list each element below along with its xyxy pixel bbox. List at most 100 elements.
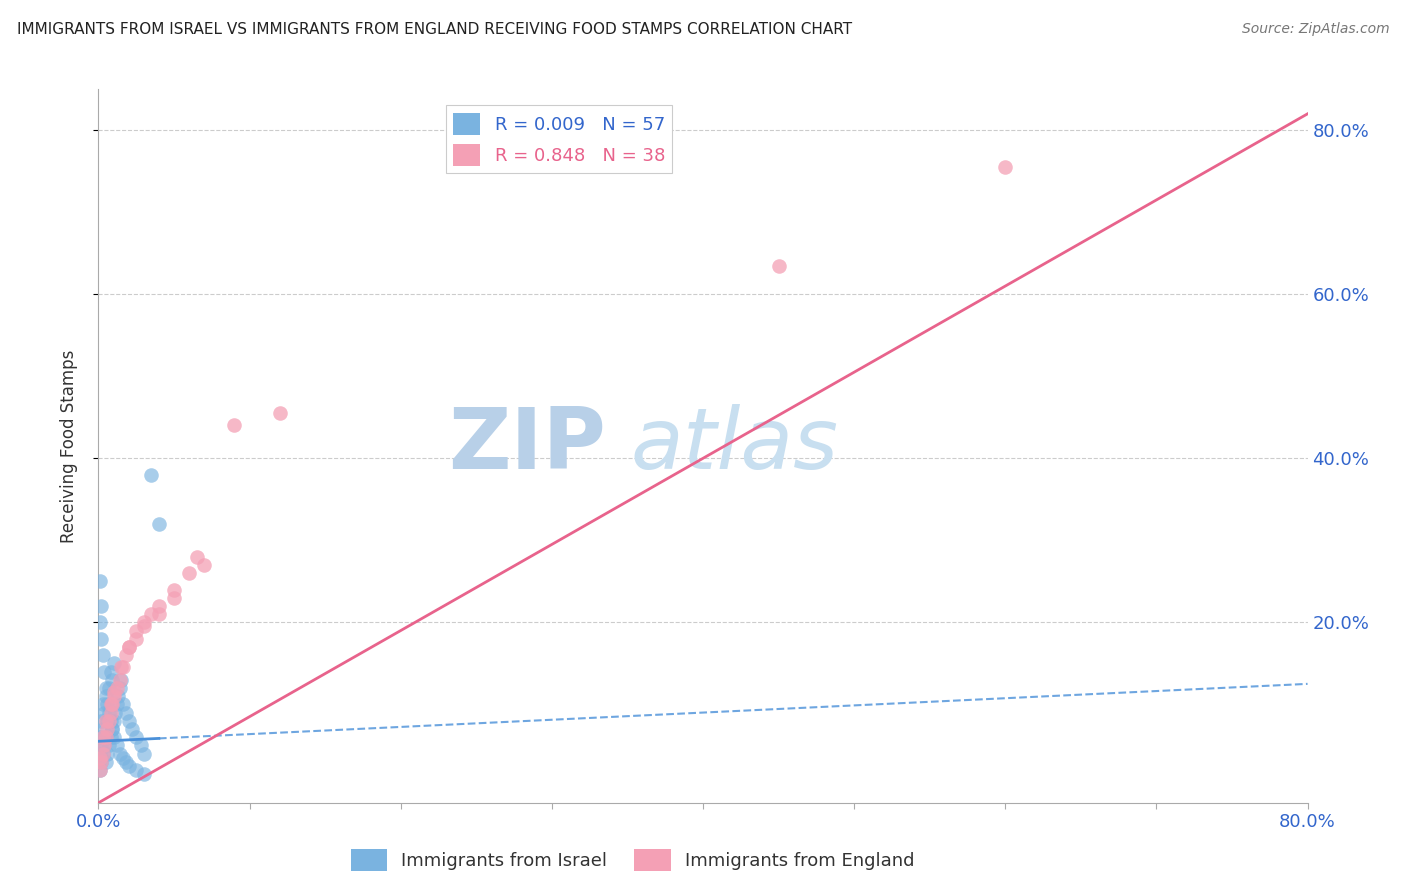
- Point: [96, 747, 118, 761]
- Point: [163, 591, 186, 605]
- Point: [101, 698, 124, 712]
- Point: [103, 689, 125, 703]
- Point: [193, 558, 215, 572]
- Point: [100, 730, 122, 744]
- Point: [118, 640, 141, 654]
- Point: [101, 722, 124, 736]
- Point: [103, 685, 125, 699]
- Point: [148, 599, 170, 613]
- Point: [994, 160, 1017, 174]
- Point: [179, 566, 201, 581]
- Point: [108, 673, 131, 687]
- Point: [111, 698, 134, 712]
- Point: [91, 648, 114, 662]
- Point: [125, 624, 148, 638]
- Point: [110, 660, 132, 674]
- Point: [129, 739, 152, 753]
- Point: [98, 739, 121, 753]
- Point: [96, 714, 118, 728]
- Point: [132, 615, 155, 630]
- Point: [269, 406, 291, 420]
- Point: [107, 689, 129, 703]
- Point: [118, 640, 141, 654]
- Text: Source: ZipAtlas.com: Source: ZipAtlas.com: [1241, 22, 1389, 37]
- Point: [132, 619, 155, 633]
- Point: [148, 516, 170, 531]
- Point: [94, 730, 117, 744]
- Text: ZIP: ZIP: [449, 404, 606, 488]
- Point: [114, 755, 136, 769]
- Point: [114, 648, 136, 662]
- Point: [114, 706, 136, 720]
- Point: [94, 755, 117, 769]
- Point: [103, 730, 125, 744]
- Point: [105, 681, 128, 695]
- Legend: R = 0.009   N = 57, R = 0.848   N = 38: R = 0.009 N = 57, R = 0.848 N = 38: [446, 105, 672, 173]
- Point: [108, 681, 131, 695]
- Point: [91, 747, 114, 761]
- Point: [110, 673, 132, 687]
- Point: [98, 714, 121, 728]
- Point: [91, 747, 114, 761]
- Point: [768, 259, 790, 273]
- Point: [98, 706, 121, 720]
- Point: [90, 599, 112, 613]
- Point: [125, 730, 148, 744]
- Legend: Immigrants from Israel, Immigrants from England: Immigrants from Israel, Immigrants from …: [343, 842, 922, 879]
- Point: [104, 706, 127, 720]
- Point: [94, 689, 117, 703]
- Point: [105, 698, 128, 712]
- Point: [224, 418, 246, 433]
- Y-axis label: Receiving Food Stamps: Receiving Food Stamps: [59, 350, 77, 542]
- Point: [100, 698, 122, 712]
- Point: [186, 549, 208, 564]
- Point: [93, 739, 115, 753]
- Point: [90, 755, 112, 769]
- Point: [91, 698, 114, 712]
- Point: [103, 714, 125, 728]
- Point: [100, 706, 122, 720]
- Point: [89, 615, 111, 630]
- Point: [141, 607, 163, 622]
- Point: [98, 681, 121, 695]
- Point: [96, 698, 118, 712]
- Point: [89, 730, 111, 744]
- Point: [89, 574, 111, 589]
- Point: [125, 632, 148, 646]
- Point: [90, 739, 112, 753]
- Point: [101, 673, 124, 687]
- Point: [93, 665, 115, 679]
- Point: [111, 750, 134, 764]
- Point: [89, 763, 111, 777]
- Point: [148, 607, 170, 622]
- Point: [163, 582, 186, 597]
- Point: [90, 632, 112, 646]
- Point: [125, 763, 148, 777]
- Point: [94, 681, 117, 695]
- Point: [89, 750, 111, 764]
- Point: [90, 755, 112, 769]
- Point: [94, 714, 117, 728]
- Point: [100, 665, 122, 679]
- Point: [118, 759, 141, 773]
- Point: [132, 767, 155, 781]
- Point: [103, 657, 125, 671]
- Point: [91, 730, 114, 744]
- Point: [108, 747, 131, 761]
- Point: [121, 722, 143, 736]
- Point: [94, 730, 117, 744]
- Point: [105, 739, 128, 753]
- Point: [118, 714, 141, 728]
- Text: IMMIGRANTS FROM ISRAEL VS IMMIGRANTS FROM ENGLAND RECEIVING FOOD STAMPS CORRELAT: IMMIGRANTS FROM ISRAEL VS IMMIGRANTS FRO…: [17, 22, 852, 37]
- Point: [89, 763, 111, 777]
- Point: [89, 747, 111, 761]
- Point: [111, 660, 134, 674]
- Point: [96, 722, 118, 736]
- Point: [141, 467, 163, 482]
- Text: atlas: atlas: [630, 404, 838, 488]
- Point: [132, 747, 155, 761]
- Point: [101, 722, 124, 736]
- Point: [93, 706, 115, 720]
- Point: [93, 739, 115, 753]
- Point: [90, 714, 112, 728]
